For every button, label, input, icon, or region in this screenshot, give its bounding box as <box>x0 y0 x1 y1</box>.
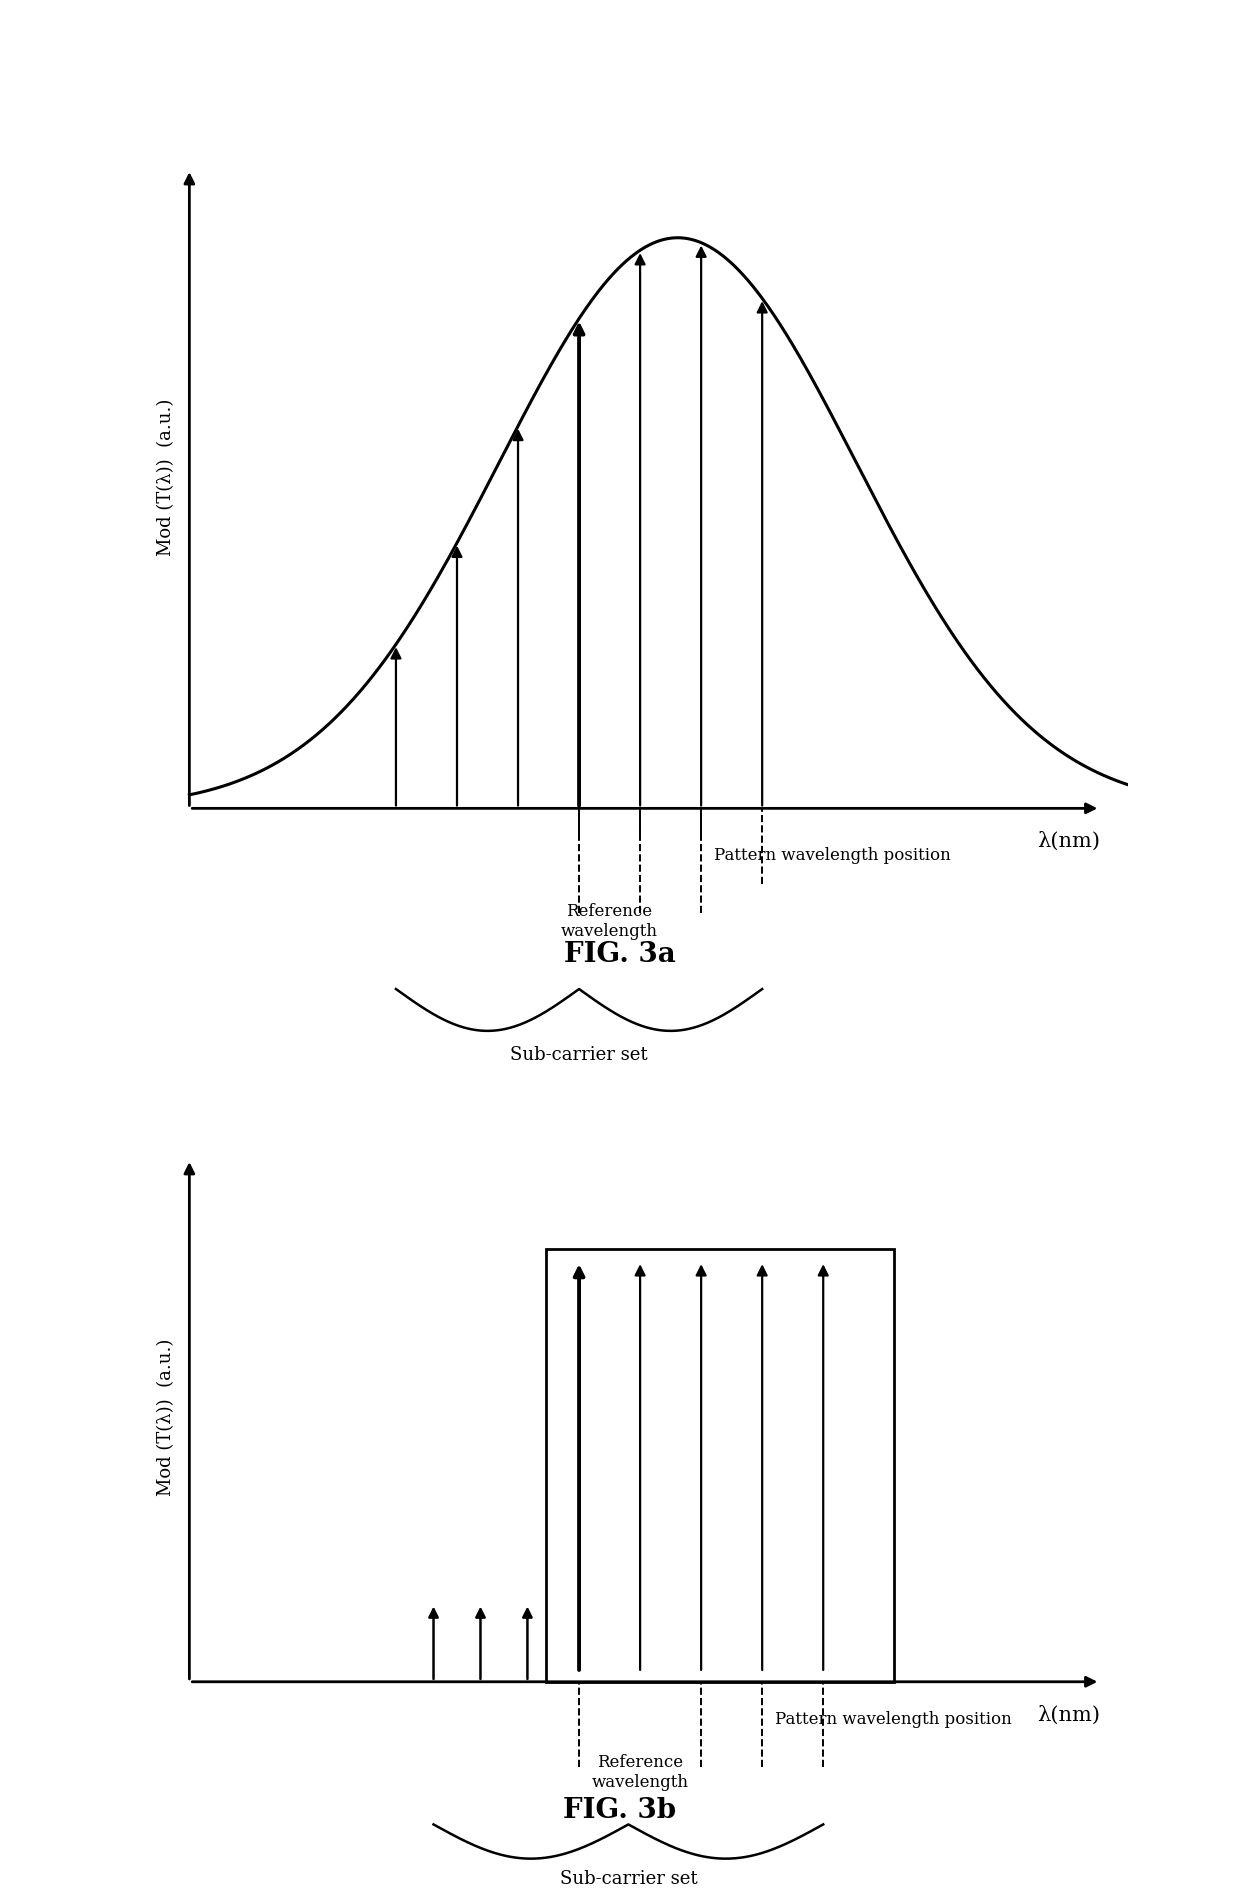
Text: Mod (T(λ))  (a.u.): Mod (T(λ)) (a.u.) <box>157 1339 175 1497</box>
Bar <box>546 1250 894 1681</box>
Text: Pattern wavelength position: Pattern wavelength position <box>713 848 950 864</box>
Text: Reference
wavelength: Reference wavelength <box>591 1754 688 1790</box>
Text: λ(nm): λ(nm) <box>1037 831 1100 850</box>
Text: FIG. 3a: FIG. 3a <box>564 941 676 968</box>
Text: Sub-carrier set: Sub-carrier set <box>510 1046 647 1063</box>
Text: Sub-carrier set: Sub-carrier set <box>559 1870 697 1889</box>
Text: FIG. 3b: FIG. 3b <box>563 1797 677 1824</box>
Text: λ(nm): λ(nm) <box>1037 1706 1100 1725</box>
Text: Pattern wavelength position: Pattern wavelength position <box>775 1712 1012 1729</box>
Text: Mod (T(λ))  (a.u.): Mod (T(λ)) (a.u.) <box>157 399 175 555</box>
Text: Reference
wavelength: Reference wavelength <box>560 903 658 940</box>
